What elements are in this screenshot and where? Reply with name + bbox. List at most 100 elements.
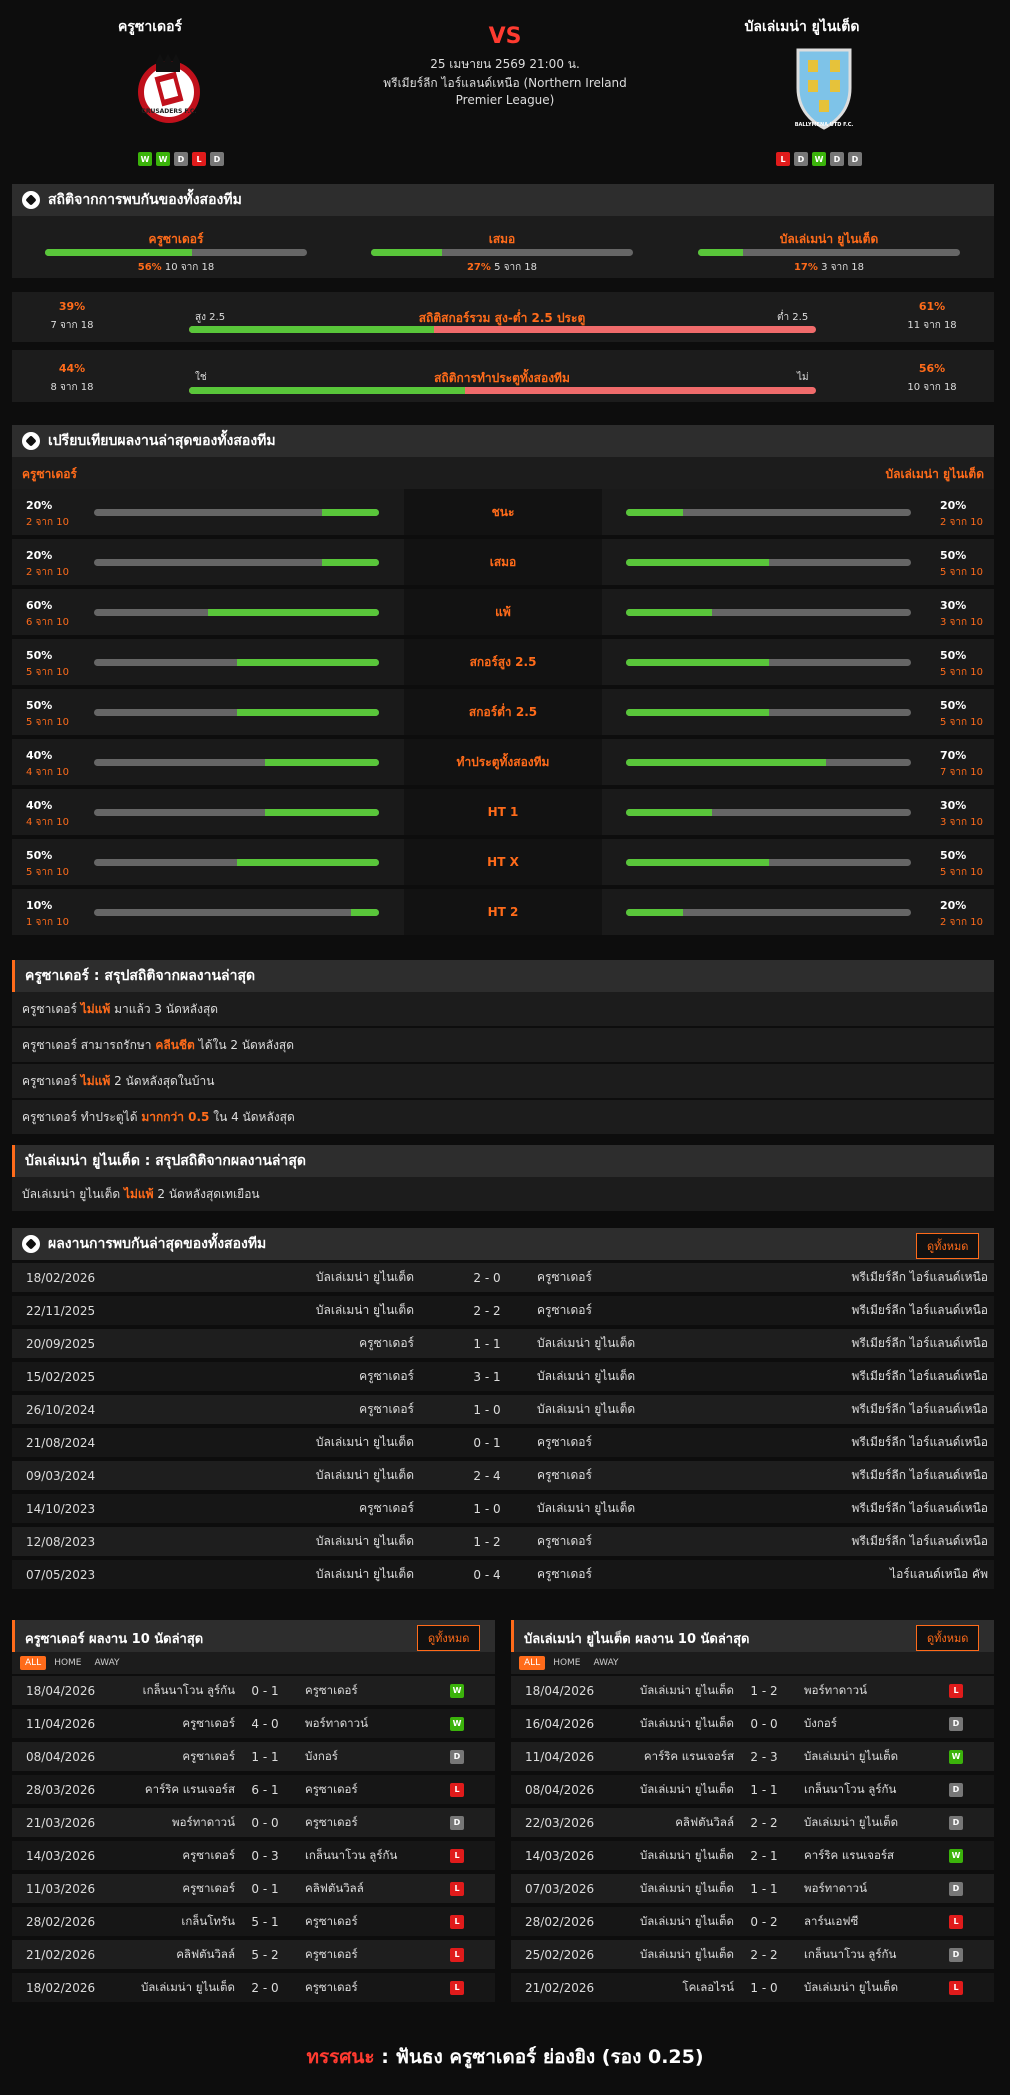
recent-match-row[interactable]: 14/03/2026 บัลเล่เมน่า ยูไนเต็ด 2 - 1 คาร์ร… (511, 1841, 994, 1872)
h2h-match-row[interactable]: 22/11/2025 บัลเล่เมน่า ยูไนเต็ด 2 - 2 ครูซา… (12, 1296, 994, 1327)
h2h-match-row[interactable]: 09/03/2024 บัลเล่เมน่า ยูไนเต็ด 2 - 4 ครูซา… (12, 1461, 994, 1492)
match-away-team[interactable]: เกล็นนาโวน ลูร์กัน (305, 1847, 398, 1862)
match-home-team[interactable]: บัลเล่เมน่า ยูไนเต็ด (639, 1715, 734, 1730)
recent-match-row[interactable]: 07/03/2026 บัลเล่เมน่า ยูไนเต็ด 1 - 1 พอร์ท… (511, 1874, 994, 1905)
h2h-match-row[interactable]: 07/05/2023 บัลเล่เมน่า ยูไนเต็ด 0 - 4 ครูซา… (12, 1560, 994, 1591)
match-away-team[interactable]: ครูซาเดอร์ (305, 1913, 358, 1928)
away-team-logo[interactable]: BALLYMENA UTD F.C. (784, 44, 864, 136)
match-away-team[interactable]: บังกอร์ (804, 1715, 837, 1730)
recent-match-row[interactable]: 22/03/2026 คลิฟตันวิลล์ 2 - 2 บัลเล่เมน่า ย… (511, 1808, 994, 1839)
match-home-team[interactable]: บัลเล่เมน่า ยูไนเต็ด (315, 1468, 414, 1482)
recent-match-row[interactable]: 28/03/2026 คาร์ริค แรนเจอร์ส 6 - 1 ครูซาเดอ… (12, 1775, 495, 1806)
away-team-name[interactable]: บัลเล่เมน่า ยูไนเต็ด (744, 19, 860, 35)
recent-match-row[interactable]: 08/04/2026 ครูซาเดอร์ 1 - 1 บังกอร์ D (12, 1742, 495, 1773)
match-away-team[interactable]: ครูซาเดอร์ (305, 1814, 358, 1829)
match-home-team[interactable]: บัลเล่เมน่า ยูไนเต็ด (639, 1682, 734, 1697)
match-home-team[interactable]: บัลเล่เมน่า ยูไนเต็ด (639, 1781, 734, 1796)
match-home-team[interactable]: ครูซาเดอร์ (182, 1847, 235, 1862)
match-away-team[interactable]: ครูซาเดอร์ (537, 1567, 592, 1581)
match-away-team[interactable]: ครูซาเดอร์ (537, 1435, 592, 1449)
match-home-team[interactable]: บัลเล่เมน่า ยูไนเต็ด (639, 1847, 734, 1862)
home-team-logo[interactable]: CRUSADERS F.C. (138, 46, 200, 136)
h2h-match-row[interactable]: 14/10/2023 ครูซาเดอร์ 1 - 0 บัลเล่เมน่า ยูไ… (12, 1494, 994, 1525)
match-home-team[interactable]: ครูซาเดอร์ (359, 1336, 414, 1350)
home-team-name[interactable]: ครูซาเดอร์ (117, 19, 183, 35)
recent-match-row[interactable]: 21/03/2026 พอร์ทาดาวน์ 0 - 0 ครูซาเดอร์ D (12, 1808, 495, 1839)
match-home-team[interactable]: โคเลอไรน์ (682, 1979, 734, 1994)
match-away-team[interactable]: ครูซาเดอร์ (305, 1682, 358, 1697)
match-away-team[interactable]: ครูซาเดอร์ (537, 1468, 592, 1482)
match-away-team[interactable]: ครูซาเดอร์ (305, 1979, 358, 1994)
match-home-team[interactable]: คาร์ริค แรนเจอร์ส (643, 1748, 734, 1763)
h2h-match-row[interactable]: 18/02/2026 บัลเล่เมน่า ยูไนเต็ด 2 - 0 ครูซา… (12, 1263, 994, 1294)
recent-match-row[interactable]: 11/04/2026 คาร์ริค แรนเจอร์ส 2 - 3 บัลเล่เม… (511, 1742, 994, 1773)
recent-match-row[interactable]: 21/02/2026 คลิฟตันวิลล์ 5 - 2 ครูซาเดอร์ L (12, 1940, 495, 1971)
tab-all[interactable]: ALL (20, 1656, 47, 1670)
recent-match-row[interactable]: 16/04/2026 บัลเล่เมน่า ยูไนเต็ด 0 - 0 บังกอ… (511, 1709, 994, 1740)
match-away-team[interactable]: คาร์ริค แรนเจอร์ส (804, 1847, 895, 1862)
tab-all[interactable]: ALL (519, 1656, 546, 1670)
match-away-team[interactable]: พอร์ทาดาวน์ (305, 1715, 368, 1730)
recent-match-row[interactable]: 18/04/2026 บัลเล่เมน่า ยูไนเต็ด 1 - 2 พอร์ท… (511, 1676, 994, 1707)
match-away-team[interactable]: ครูซาเดอร์ (305, 1946, 358, 1961)
tab-home[interactable]: HOME (54, 1658, 82, 1668)
match-away-team[interactable]: บัลเล่เมน่า ยูไนเต็ด (804, 1748, 899, 1763)
match-home-team[interactable]: คาร์ริค แรนเจอร์ส (144, 1781, 235, 1796)
recent-match-row[interactable]: 14/03/2026 ครูซาเดอร์ 0 - 3 เกล็นนาโวน ลูร์… (12, 1841, 495, 1872)
match-away-team[interactable]: เกล็นนาโวน ลูร์กัน (804, 1946, 897, 1961)
match-away-team[interactable]: ครูซาเดอร์ (537, 1270, 592, 1284)
match-away-team[interactable]: เกล็นนาโวน ลูร์กัน (804, 1781, 897, 1796)
match-home-team[interactable]: บัลเล่เมน่า ยูไนเต็ด (315, 1435, 414, 1449)
h2h-match-row[interactable]: 21/08/2024 บัลเล่เมน่า ยูไนเต็ด 0 - 1 ครูซา… (12, 1428, 994, 1459)
recent-match-row[interactable]: 18/04/2026 เกล็นนาโวน ลูร์กัน 0 - 1 ครูซาเด… (12, 1676, 495, 1707)
recent-match-row[interactable]: 25/02/2026 บัลเล่เมน่า ยูไนเต็ด 2 - 2 เกล็น… (511, 1940, 994, 1971)
tab-home[interactable]: HOME (553, 1658, 581, 1668)
match-away-team[interactable]: ครูซาเดอร์ (305, 1781, 358, 1796)
h2h-view-all-button[interactable]: ดูทั้งหมด (916, 1233, 980, 1259)
match-home-team[interactable]: บัลเล่เมน่า ยูไนเต็ด (639, 1946, 734, 1961)
match-home-team[interactable]: บัลเล่เมน่า ยูไนเต็ด (140, 1979, 235, 1994)
recent-match-row[interactable]: 28/02/2026 เกล็นโทรัน 5 - 1 ครูซาเดอร์ L (12, 1907, 495, 1938)
match-away-team[interactable]: บัลเล่เมน่า ยูไนเต็ด (537, 1336, 636, 1350)
match-home-team[interactable]: ครูซาเดอร์ (359, 1402, 414, 1416)
recent-match-row[interactable]: 28/02/2026 บัลเล่เมน่า ยูไนเต็ด 0 - 2 ลาร์น… (511, 1907, 994, 1938)
home-last10-view-all-button[interactable]: ดูทั้งหมด (417, 1625, 481, 1651)
away-last10-view-all-button[interactable]: ดูทั้งหมด (916, 1625, 980, 1651)
match-away-team[interactable]: บัลเล่เมน่า ยูไนเต็ด (804, 1979, 899, 1994)
match-home-team[interactable]: ครูซาเดอร์ (182, 1880, 235, 1895)
match-away-team[interactable]: บัลเล่เมน่า ยูไนเต็ด (804, 1814, 899, 1829)
match-home-team[interactable]: ครูซาเดอร์ (182, 1748, 235, 1763)
match-home-team[interactable]: เกล็นโทรัน (181, 1913, 235, 1928)
match-home-team[interactable]: บัลเล่เมน่า ยูไนเต็ด (315, 1303, 414, 1317)
match-home-team[interactable]: ครูซาเดอร์ (359, 1501, 414, 1515)
match-away-team[interactable]: ครูซาเดอร์ (537, 1534, 592, 1548)
match-away-team[interactable]: บัลเล่เมน่า ยูไนเต็ด (537, 1369, 636, 1383)
match-away-team[interactable]: ลาร์นเอฟซี (804, 1913, 859, 1928)
match-home-team[interactable]: เกล็นนาโวน ลูร์กัน (142, 1682, 235, 1697)
match-away-team[interactable]: พอร์ทาดาวน์ (804, 1682, 867, 1697)
match-away-team[interactable]: บังกอร์ (305, 1748, 338, 1763)
match-home-team[interactable]: บัลเล่เมน่า ยูไนเต็ด (315, 1534, 414, 1548)
match-home-team[interactable]: คลิฟตันวิลล์ (675, 1814, 734, 1829)
h2h-match-row[interactable]: 20/09/2025 ครูซาเดอร์ 1 - 1 บัลเล่เมน่า ยูไ… (12, 1329, 994, 1360)
match-home-team[interactable]: คลิฟตันวิลล์ (176, 1946, 235, 1961)
match-home-team[interactable]: ครูซาเดอร์ (182, 1715, 235, 1730)
match-home-team[interactable]: บัลเล่เมน่า ยูไนเต็ด (639, 1913, 734, 1928)
recent-match-row[interactable]: 08/04/2026 บัลเล่เมน่า ยูไนเต็ด 1 - 1 เกล็น… (511, 1775, 994, 1806)
h2h-match-row[interactable]: 26/10/2024 ครูซาเดอร์ 1 - 0 บัลเล่เมน่า ยูไ… (12, 1395, 994, 1426)
match-home-team[interactable]: บัลเล่เมน่า ยูไนเต็ด (315, 1567, 414, 1581)
h2h-match-row[interactable]: 12/08/2023 บัลเล่เมน่า ยูไนเต็ด 1 - 2 ครูซา… (12, 1527, 994, 1558)
tab-away[interactable]: AWAY (94, 1658, 120, 1668)
match-away-team[interactable]: คลิฟตันวิลล์ (305, 1880, 364, 1895)
match-home-team[interactable]: พอร์ทาดาวน์ (172, 1814, 235, 1829)
match-away-team[interactable]: ครูซาเดอร์ (537, 1303, 592, 1317)
match-home-team[interactable]: บัลเล่เมน่า ยูไนเต็ด (639, 1880, 734, 1895)
recent-match-row[interactable]: 11/04/2026 ครูซาเดอร์ 4 - 0 พอร์ทาดาวน์ W (12, 1709, 495, 1740)
match-away-team[interactable]: บัลเล่เมน่า ยูไนเต็ด (537, 1402, 636, 1416)
tab-away[interactable]: AWAY (593, 1658, 619, 1668)
match-away-team[interactable]: พอร์ทาดาวน์ (804, 1880, 867, 1895)
match-home-team[interactable]: ครูซาเดอร์ (359, 1369, 414, 1383)
recent-match-row[interactable]: 18/02/2026 บัลเล่เมน่า ยูไนเต็ด 2 - 0 ครูซา… (12, 1973, 495, 2004)
match-home-team[interactable]: บัลเล่เมน่า ยูไนเต็ด (315, 1270, 414, 1284)
recent-match-row[interactable]: 11/03/2026 ครูซาเดอร์ 0 - 1 คลิฟตันวิลล์ L (12, 1874, 495, 1905)
